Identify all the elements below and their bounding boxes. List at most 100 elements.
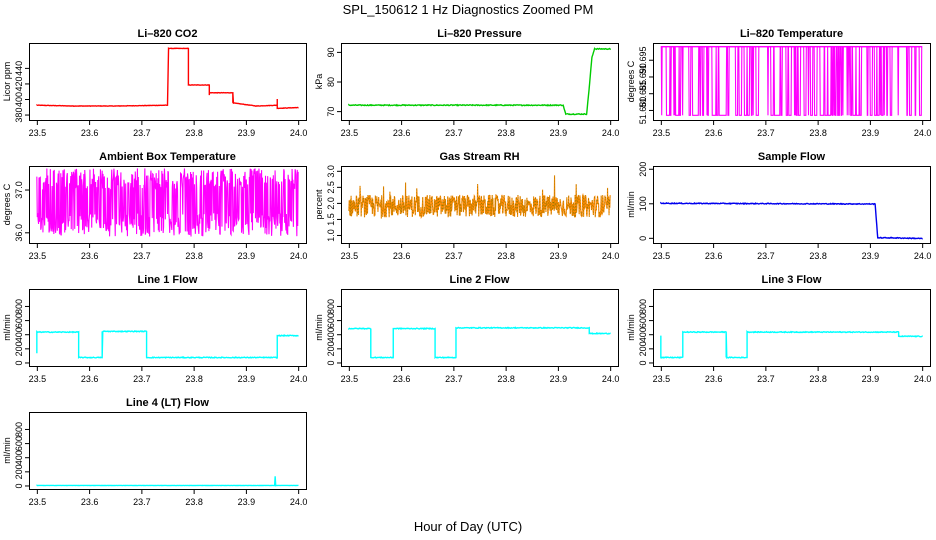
x-tick-label: 23.7 bbox=[757, 128, 775, 138]
y-tick-label: 2.0 bbox=[326, 197, 336, 210]
y-tick-label: 3.0 bbox=[326, 165, 336, 178]
y-axis-label: degrees C bbox=[2, 183, 12, 225]
y-axis-label: ml/min bbox=[314, 314, 324, 341]
y-tick-label: 400 bbox=[14, 450, 24, 465]
series-group bbox=[348, 326, 611, 360]
panel-title: Sample Flow bbox=[758, 151, 826, 163]
panel-line2: Line 2 Flow 23.5 23.6 23.7 23.8 23.9 24.0 0 2004… bbox=[314, 274, 619, 384]
series-line bbox=[660, 201, 923, 240]
x-tick-label: 23.7 bbox=[133, 128, 151, 138]
x-tick-label: 23.6 bbox=[705, 374, 723, 384]
x-tick-label: 23.7 bbox=[757, 374, 775, 384]
series-group bbox=[348, 46, 611, 116]
panel-rh: Gas Stream RH 23.5 23.6 23.7 23.8 23.9 24.0 1.0… bbox=[314, 151, 619, 261]
x-tick-label: 23.7 bbox=[445, 251, 463, 261]
x-tick-label: 23.5 bbox=[29, 251, 47, 261]
y-axis-label: kPa bbox=[314, 74, 324, 90]
series-group bbox=[36, 46, 299, 110]
x-tick-label: 23.9 bbox=[862, 374, 880, 384]
series-group bbox=[348, 175, 611, 219]
x-tick-label: 23.8 bbox=[809, 374, 827, 384]
x-tick-label: 23.8 bbox=[185, 251, 203, 261]
x-tick-label: 23.7 bbox=[133, 251, 151, 261]
y-axis-label: percent bbox=[314, 189, 324, 220]
y-tick-label: 800 bbox=[326, 299, 336, 314]
x-tick-label: 23.6 bbox=[81, 374, 99, 384]
y-axis-label: Licor ppm bbox=[2, 62, 12, 102]
y-tick-label: 200 bbox=[326, 341, 336, 356]
x-tick-label: 23.7 bbox=[133, 374, 151, 384]
x-tick-label: 23.9 bbox=[550, 128, 568, 138]
y-tick-label: 1.0 bbox=[326, 229, 336, 242]
series-line bbox=[348, 46, 611, 116]
panel-title: Ambient Box Temperature bbox=[99, 151, 236, 163]
y-tick-label: 800 bbox=[14, 299, 24, 314]
x-tick-label: 23.6 bbox=[393, 374, 411, 384]
x-axis-label: Hour of Day (UTC) bbox=[414, 519, 522, 534]
y-tick-label: 70 bbox=[326, 107, 336, 117]
series-group bbox=[36, 476, 299, 487]
x-tick-label: 23.6 bbox=[81, 128, 99, 138]
x-tick-label: 24.0 bbox=[290, 497, 308, 507]
x-tick-label: 23.9 bbox=[238, 251, 256, 261]
y-tick-label: 420 bbox=[14, 76, 24, 91]
x-tick-label: 24.0 bbox=[290, 251, 308, 261]
series-line bbox=[348, 175, 611, 219]
x-tick-label: 24.0 bbox=[914, 251, 932, 261]
y-axis-label: ml/min bbox=[2, 437, 12, 464]
plot-frame bbox=[341, 43, 619, 121]
y-tick-label: 80 bbox=[326, 77, 336, 87]
x-tick-label: 23.9 bbox=[862, 251, 880, 261]
y-tick-label: 37.0 bbox=[14, 181, 24, 199]
y-tick-label: 100 bbox=[638, 196, 648, 211]
y-axis-label: ml/min bbox=[2, 314, 12, 341]
x-tick-label: 23.6 bbox=[393, 251, 411, 261]
panel-title: Line 2 Flow bbox=[450, 274, 510, 286]
y-tick-label: 400 bbox=[14, 327, 24, 342]
figure-title: SPL_150612 1 Hz Diagnostics Zoomed PM bbox=[343, 2, 594, 17]
y-axis-label: ml/min bbox=[626, 191, 636, 218]
y-axis-label: ml/min bbox=[626, 314, 636, 341]
plot-frame bbox=[341, 289, 619, 367]
x-tick-label: 23.5 bbox=[341, 374, 359, 384]
y-axis-label: degrees C bbox=[626, 60, 636, 102]
x-tick-label: 23.6 bbox=[705, 251, 723, 261]
y-tick-label: 51.695 bbox=[638, 46, 648, 74]
x-tick-label: 23.5 bbox=[653, 251, 671, 261]
series-group bbox=[36, 168, 299, 237]
series-group bbox=[36, 329, 299, 359]
y-tick-label: 600 bbox=[638, 313, 648, 328]
x-tick-label: 23.9 bbox=[238, 128, 256, 138]
series-line bbox=[348, 326, 611, 360]
series-line bbox=[660, 46, 923, 116]
x-tick-label: 23.8 bbox=[497, 251, 515, 261]
series-line bbox=[36, 476, 299, 487]
series-group bbox=[660, 329, 923, 359]
x-tick-label: 24.0 bbox=[914, 128, 932, 138]
y-tick-label: 800 bbox=[14, 422, 24, 437]
x-tick-label: 23.7 bbox=[445, 128, 463, 138]
x-tick-label: 23.5 bbox=[653, 374, 671, 384]
panel-title: Li–820 Pressure bbox=[437, 28, 521, 40]
panel-title: Gas Stream RH bbox=[439, 151, 519, 163]
y-tick-label: 200 bbox=[14, 464, 24, 479]
panel-co2: Li–820 CO2 23.5 23.6 23.7 23.8 23.9 24.0 380400… bbox=[2, 28, 307, 138]
x-tick-label: 23.9 bbox=[238, 497, 256, 507]
series-line bbox=[36, 329, 299, 359]
panel-title: Li–820 CO2 bbox=[138, 28, 198, 40]
x-tick-label: 23.7 bbox=[133, 497, 151, 507]
plot-frame bbox=[653, 289, 931, 367]
plot-frame bbox=[29, 166, 307, 244]
series-line bbox=[36, 168, 299, 237]
panel-box-temp: Ambient Box Temperature 23.5 23.6 23.7 23.8 2… bbox=[2, 151, 307, 261]
x-tick-label: 24.0 bbox=[914, 374, 932, 384]
x-tick-label: 23.8 bbox=[185, 497, 203, 507]
y-tick-label: 800 bbox=[638, 299, 648, 314]
panel-li820-temp: Li–820 Temperature 23.5 23.6 23.7 23.8 23.9 24… bbox=[626, 28, 931, 138]
x-tick-label: 23.8 bbox=[497, 128, 515, 138]
x-tick-label: 23.5 bbox=[29, 497, 47, 507]
plot-frame bbox=[29, 43, 307, 121]
panel-title: Line 1 Flow bbox=[138, 274, 198, 286]
